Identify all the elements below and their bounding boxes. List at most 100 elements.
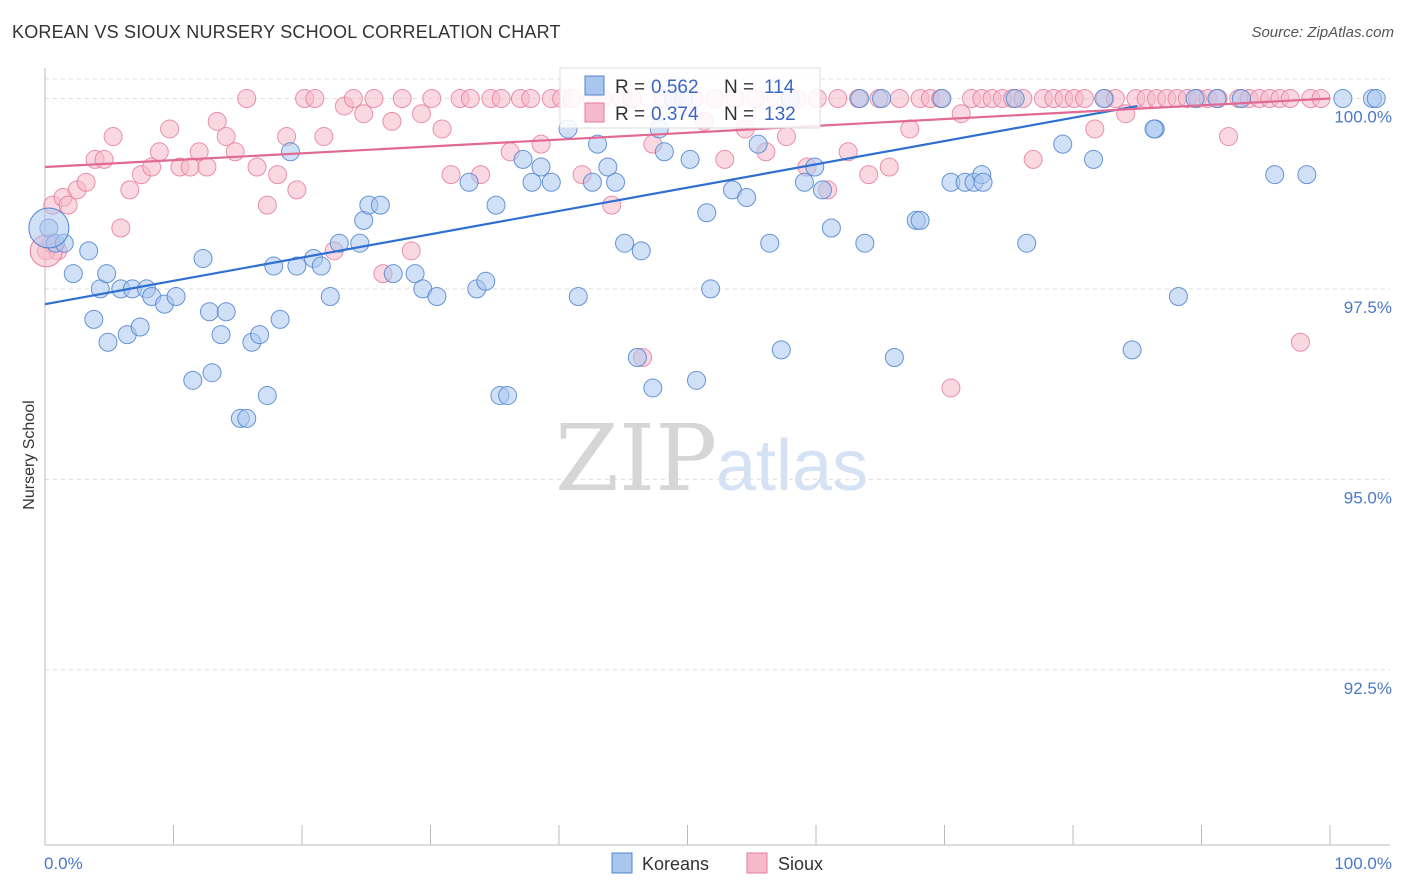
- sioux-point: [941, 378, 961, 398]
- sioux-point: [314, 127, 334, 147]
- koreans-point: [1297, 165, 1317, 185]
- sioux-point: [207, 111, 227, 131]
- y-axis-label: Nursery School: [21, 400, 38, 509]
- koreans-point: [771, 340, 791, 360]
- koreans-bottom-label: Koreans: [642, 854, 709, 874]
- sioux-point: [268, 165, 288, 185]
- koreans-point: [697, 203, 717, 223]
- koreans-point: [1084, 149, 1104, 169]
- koreans-point: [130, 317, 150, 337]
- sioux-point: [1085, 119, 1105, 139]
- koreans-point: [805, 157, 825, 177]
- koreans-point: [598, 157, 618, 177]
- koreans-point: [405, 264, 425, 284]
- source-label: Source: ZipAtlas.com: [1251, 24, 1394, 41]
- y-tick-labels: 100.0% 97.5% 95.0% 92.5%: [1334, 107, 1392, 697]
- sioux-n-label: N =: [724, 104, 754, 125]
- koreans-point: [1017, 233, 1037, 253]
- sioux-point: [460, 88, 480, 108]
- sioux-point: [602, 195, 622, 215]
- sioux-point: [951, 104, 971, 124]
- koreans-point: [872, 88, 892, 108]
- koreans-point: [237, 408, 257, 428]
- koreans-point: [1094, 88, 1114, 108]
- koreans-point: [522, 172, 542, 192]
- koreans-point: [568, 287, 588, 307]
- koreans-point: [166, 287, 186, 307]
- sioux-point: [237, 88, 257, 108]
- koreans-legend-swatch: [584, 75, 605, 96]
- koreans-point: [216, 302, 236, 322]
- y-tick-label: 97.5%: [1344, 298, 1392, 317]
- x-ticks: 0.0% 100.0%: [44, 825, 1392, 873]
- koreans-point: [1231, 88, 1251, 108]
- sioux-bottom-swatch: [746, 852, 768, 874]
- sioux-point: [76, 172, 96, 192]
- sioux-point: [776, 127, 796, 147]
- koreans-point: [680, 149, 700, 169]
- koreans-point: [821, 218, 841, 238]
- koreans-point: [383, 264, 403, 284]
- koreans-r-label: R =: [615, 77, 645, 98]
- x-tick-label-end: 100.0%: [1334, 854, 1392, 873]
- sioux-legend-swatch: [584, 102, 605, 123]
- koreans-point: [794, 172, 814, 192]
- koreans-bottom-swatch: [611, 852, 633, 874]
- sioux-point: [364, 88, 384, 108]
- koreans-point: [257, 386, 277, 406]
- watermark: ZIP atlas: [555, 405, 868, 512]
- koreans-point: [850, 88, 870, 108]
- bottom-legend: Koreans Sioux: [611, 852, 823, 874]
- koreans-point: [631, 241, 651, 261]
- sioux-point: [343, 88, 363, 108]
- koreans-point: [183, 370, 203, 390]
- sioux-point: [859, 165, 879, 185]
- watermark-zip: ZIP: [555, 405, 717, 512]
- sioux-point: [257, 195, 277, 215]
- koreans-point: [1005, 88, 1025, 108]
- koreans-point: [350, 233, 370, 253]
- koreans-point: [486, 195, 506, 215]
- koreans-point: [910, 210, 930, 230]
- x-tick-label-start: 0.0%: [44, 854, 83, 873]
- sioux-point: [160, 119, 180, 139]
- sioux-point: [828, 88, 848, 108]
- koreans-point: [541, 172, 561, 192]
- sioux-r-value: 0.374: [651, 104, 699, 125]
- sioux-point: [1023, 149, 1043, 169]
- koreans-point: [459, 172, 479, 192]
- sioux-point: [197, 157, 217, 177]
- sioux-point: [120, 180, 140, 200]
- koreans-point: [370, 195, 390, 215]
- sioux-point: [1290, 332, 1310, 352]
- koreans-point: [654, 142, 674, 162]
- koreans-point: [250, 325, 270, 345]
- sioux-point: [189, 142, 209, 162]
- koreans-points: [28, 88, 1386, 428]
- koreans-point: [211, 325, 231, 345]
- koreans-n-value: 114: [764, 77, 795, 98]
- koreans-point: [1333, 88, 1353, 108]
- koreans-n-label: N =: [724, 77, 754, 98]
- koreans-point: [884, 347, 904, 367]
- sioux-point: [838, 142, 858, 162]
- y-tick-label: 95.0%: [1344, 488, 1392, 507]
- koreans-point: [513, 149, 533, 169]
- koreans-point: [855, 233, 875, 253]
- koreans-point: [606, 172, 626, 192]
- sioux-point: [422, 88, 442, 108]
- sioux-point: [149, 142, 169, 162]
- koreans-point: [760, 233, 780, 253]
- koreans-point: [1265, 165, 1285, 185]
- sioux-point: [392, 88, 412, 108]
- chart-title: KOREAN VS SIOUX NURSERY SCHOOL CORRELATI…: [12, 22, 561, 42]
- koreans-point: [329, 233, 349, 253]
- watermark-atlas: atlas: [716, 426, 868, 506]
- sioux-point: [305, 88, 325, 108]
- sioux-point: [715, 149, 735, 169]
- koreans-point: [476, 271, 496, 291]
- sioux-trend-line: [44, 97, 1331, 169]
- sioux-point: [103, 127, 123, 147]
- koreans-point: [264, 256, 284, 276]
- sioux-point: [521, 88, 541, 108]
